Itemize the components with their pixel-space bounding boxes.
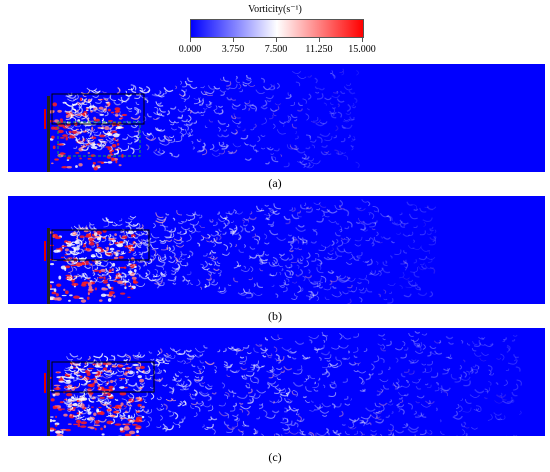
colorbar-tick-label: 15.000: [348, 44, 376, 55]
colorbar-tick: [233, 37, 234, 42]
vorticity-panel-a: [8, 64, 545, 172]
colorbar-tick: [319, 37, 320, 42]
vorticity-panel-b: [8, 196, 545, 304]
colorbar-tick: [362, 37, 363, 42]
colorbar-tick: [190, 37, 191, 42]
panel-caption-b: (b): [268, 309, 282, 323]
colorbar-tick-label: 7.500: [264, 44, 288, 55]
colorbar-gradient: [190, 19, 364, 38]
panel-caption-a: (a): [268, 176, 282, 190]
colorbar-tick: [276, 37, 277, 42]
vorticity-panel-c: [8, 328, 545, 436]
colorbar-tick-label: 3.750: [221, 44, 245, 55]
panel-caption-c: (c): [268, 450, 282, 464]
colorbar-title: Vorticity(s⁻¹): [248, 4, 302, 15]
colorbar-tick-label: 0.000: [178, 44, 202, 55]
colorbar-tick-label: 11.250: [305, 44, 333, 55]
colorbar-legend: Vorticity(s⁻¹) 0.000 3.750 7.500 11.250 …: [0, 0, 550, 60]
